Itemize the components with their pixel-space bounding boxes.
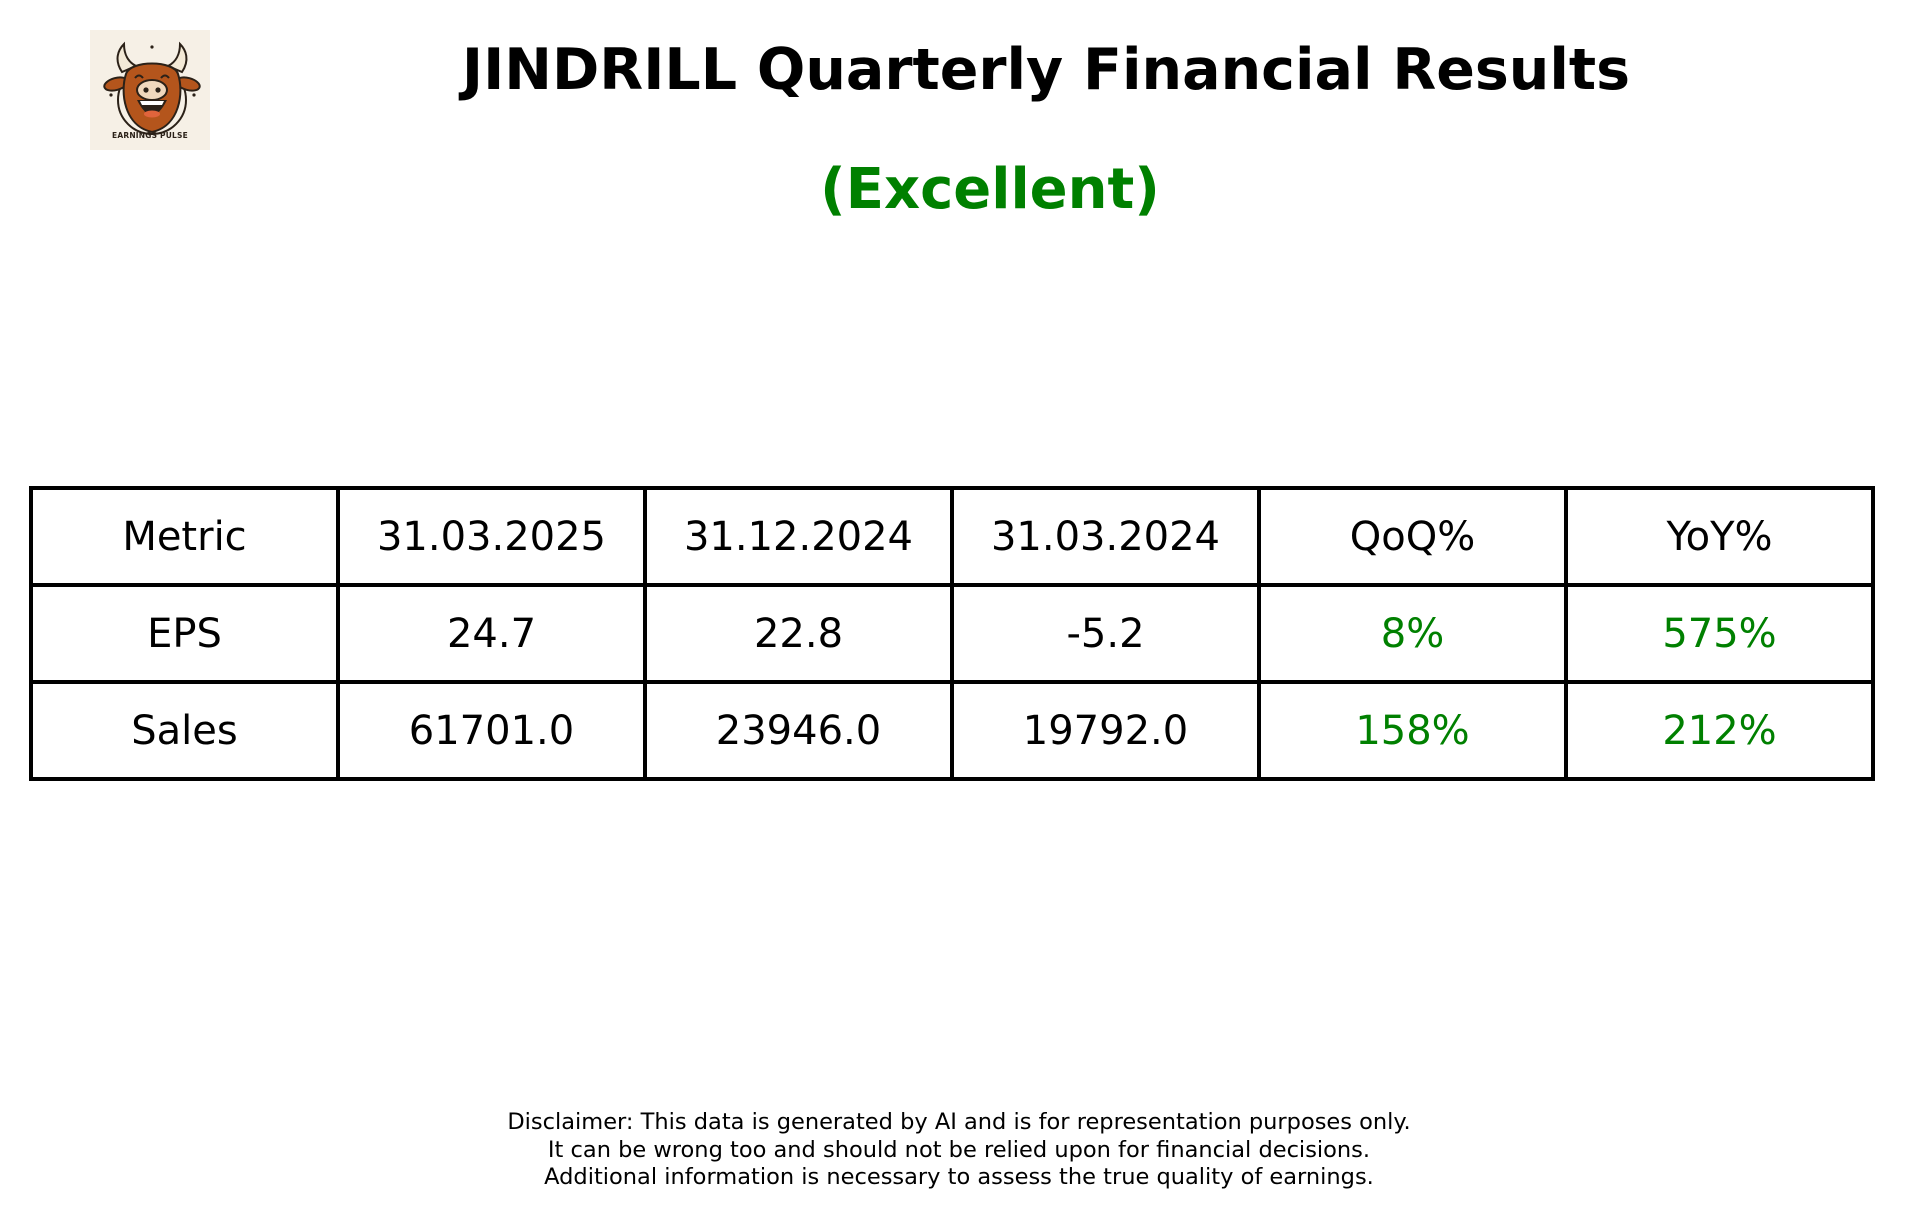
bull-mascot-icon [103,41,201,135]
rating-label: (Excellent) [820,157,1160,222]
column-header-previous-quarter: 31.12.2024 [643,486,954,587]
qoq-change-cell: 158% [1257,680,1568,781]
previous-quarter-cell: 22.8 [643,583,954,684]
logo-text: EARNINGS PULSE [112,131,188,140]
column-header-year-ago-quarter: 31.03.2024 [950,486,1261,587]
disclaimer-line: It can be wrong too and should not be re… [547,1136,1371,1163]
table-row: Sales 61701.0 23946.0 19792.0 158% 212% [29,680,1875,781]
column-header-qoq: QoQ% [1257,486,1568,587]
metric-name-cell: EPS [29,583,340,684]
column-header-current-quarter: 31.03.2025 [336,486,647,587]
year-ago-quarter-cell: 19792.0 [950,680,1261,781]
year-ago-quarter-cell: -5.2 [950,583,1261,684]
disclaimer-line: Disclaimer: This data is generated by AI… [507,1109,1411,1135]
qoq-change-cell: 8% [1257,583,1568,684]
earnings-pulse-logo: EARNINGS PULSE [90,30,210,150]
current-quarter-cell: 24.7 [336,583,647,684]
financial-results-table: Metric 31.03.2025 31.12.2024 31.03.2024 … [29,486,1875,781]
yoy-change-cell: 212% [1564,680,1875,781]
disclaimer: Disclaimer: This data is generated by AI… [0,1109,1918,1192]
column-header-metric: Metric [29,486,340,587]
table-row: EPS 24.7 22.8 -5.2 8% 575% [29,583,1875,684]
previous-quarter-cell: 23946.0 [643,680,954,781]
yoy-change-cell: 575% [1564,583,1875,684]
column-header-yoy: YoY% [1564,486,1875,587]
current-quarter-cell: 61701.0 [336,680,647,781]
disclaimer-line: Additional information is necessary to a… [544,1164,1374,1190]
metric-name-cell: Sales [29,680,340,781]
table-header-row: Metric 31.03.2025 31.12.2024 31.03.2024 … [29,486,1875,587]
page-title: JINDRILL Quarterly Financial Results [461,37,1631,103]
